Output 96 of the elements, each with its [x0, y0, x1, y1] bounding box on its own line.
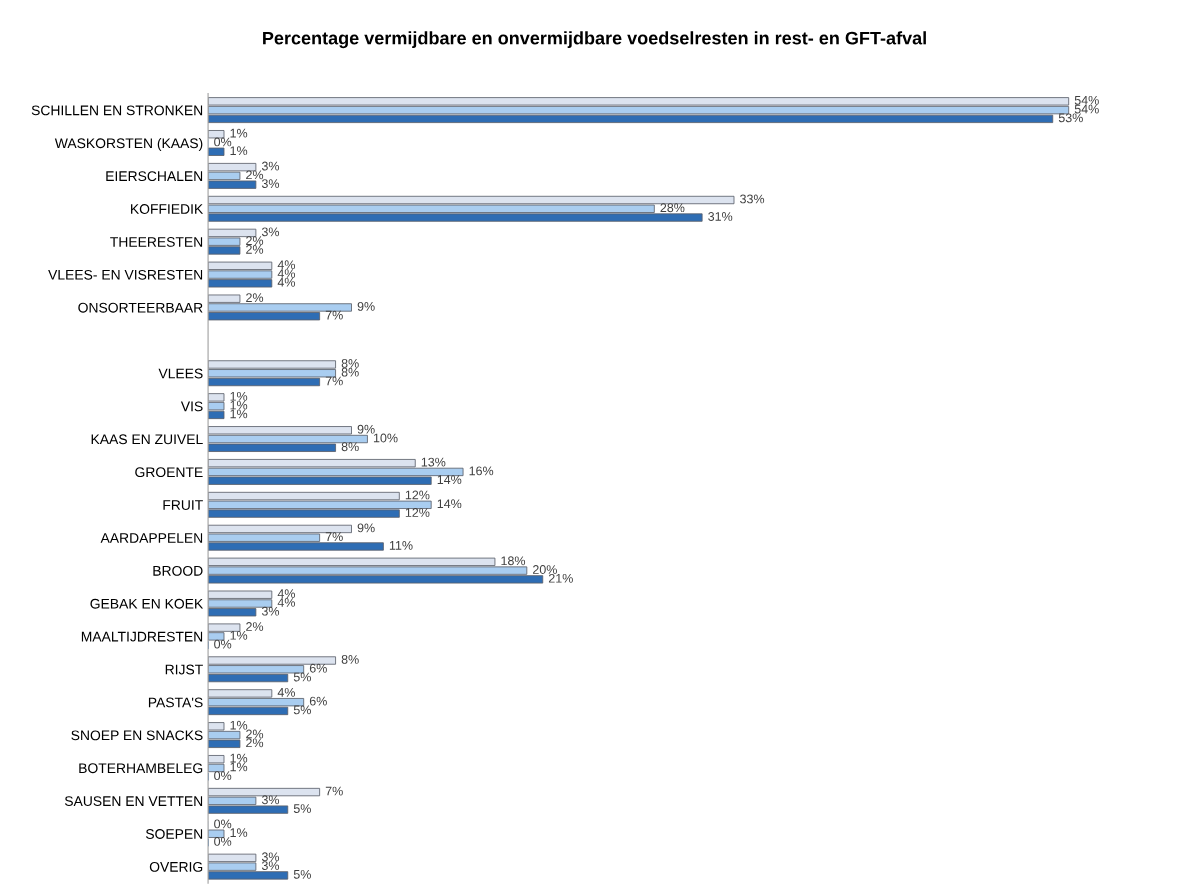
- data-label: 18%: [501, 556, 526, 566]
- y-tick-label: OVERIG: [149, 861, 203, 872]
- data-label: 16%: [469, 466, 494, 476]
- data-label: 10%: [373, 433, 398, 443]
- data-label: 1%: [230, 762, 248, 772]
- data-label: 0%: [214, 837, 232, 846]
- y-tick-label: ONSORTEERBAAR: [78, 302, 203, 313]
- data-label: 9%: [357, 523, 375, 533]
- data-label: 3%: [261, 861, 280, 870]
- y-tick-label: KAAS EN ZUIVEL: [91, 434, 203, 445]
- y-tick-label: VLEES: [158, 368, 203, 379]
- y-tick-label: EIERSCHALEN: [106, 171, 203, 182]
- data-label: 2%: [246, 293, 264, 302]
- y-tick-label: BROOD: [153, 565, 203, 576]
- data-label: 7%: [325, 310, 343, 320]
- data-label: 4%: [277, 598, 295, 607]
- data-label: 8%: [341, 367, 359, 377]
- data-label: 54%: [1074, 104, 1099, 114]
- y-tick-label: VIS: [180, 401, 203, 412]
- data-label: 8%: [341, 358, 359, 368]
- data-label: 4%: [277, 589, 295, 599]
- data-label: 5%: [293, 869, 311, 879]
- data-label: 3%: [261, 852, 280, 862]
- data-label: 0%: [214, 771, 232, 781]
- data-label: 54%: [1074, 95, 1099, 105]
- y-tick-label: AARDAPPELEN: [100, 533, 203, 543]
- data-label: 9%: [357, 424, 375, 434]
- data-label: 12%: [405, 508, 430, 517]
- data-label: 1%: [230, 409, 248, 419]
- data-label: 1%: [230, 753, 248, 763]
- bar: [208, 829, 225, 838]
- data-label: 0%: [214, 137, 232, 147]
- data-label: 4%: [277, 260, 295, 270]
- data-label: 4%: [277, 687, 295, 697]
- data-label: 9%: [357, 301, 375, 311]
- y-tick-label: THEERESTEN: [110, 237, 203, 247]
- data-label: 13%: [421, 457, 446, 467]
- data-label: 0%: [214, 639, 232, 649]
- y-tick-label: BOTERHAMBELEG: [79, 763, 203, 774]
- chart-title: Percentage vermijdbare en onvermijdbare voedselresten in rest- en GFT-afval: [263, 31, 926, 49]
- data-label: 1%: [230, 630, 248, 640]
- data-label: 5%: [293, 705, 311, 715]
- data-label: 12%: [405, 490, 430, 500]
- data-label: 1%: [230, 828, 248, 838]
- data-label: 8%: [341, 442, 359, 452]
- y-tick-label: VLEES- EN VISRESTEN: [48, 269, 203, 280]
- data-label: 31%: [708, 212, 733, 221]
- data-label: 2%: [246, 622, 264, 631]
- data-label: 3%: [261, 179, 280, 189]
- data-label: 8%: [341, 655, 359, 664]
- data-label: 1%: [230, 128, 248, 138]
- data-label: 7%: [325, 532, 343, 542]
- data-label: 11%: [389, 541, 413, 550]
- y-tick-label: KOFFIEDIK: [131, 204, 204, 214]
- y-tick-label: SOEPEN: [145, 829, 203, 839]
- data-label: 7%: [325, 376, 343, 386]
- data-label: 6%: [309, 663, 327, 673]
- data-label: 6%: [309, 696, 327, 706]
- data-label: 1%: [230, 400, 248, 410]
- bar: [208, 130, 225, 139]
- y-tick-label: RIJST: [165, 664, 203, 675]
- data-label: 3%: [261, 795, 280, 805]
- y-tick-label: WASKORSTEN (KAAS): [54, 137, 203, 151]
- y-tick-label: SAUSEN EN VETTEN: [64, 796, 203, 807]
- y-tick-label: SCHILLEN EN STRONKEN: [31, 105, 203, 116]
- data-label: 3%: [261, 227, 280, 237]
- data-label: 3%: [261, 161, 280, 171]
- data-label: 4%: [277, 269, 295, 278]
- data-label: 0%: [214, 819, 232, 829]
- bar: [208, 147, 225, 156]
- y-tick-label: FRUIT: [163, 500, 203, 510]
- data-label: 2%: [246, 729, 264, 739]
- data-label: 1%: [230, 146, 248, 156]
- data-label: 14%: [437, 475, 462, 484]
- data-label: 1%: [230, 391, 248, 401]
- data-label: 2%: [246, 738, 264, 748]
- data-label: 3%: [261, 606, 280, 616]
- y-tick-label: MAALTIJDRESTEN: [81, 631, 203, 642]
- data-label: 14%: [437, 499, 462, 509]
- data-label: 2%: [246, 170, 264, 180]
- data-label: 2%: [246, 236, 264, 245]
- data-label: 2%: [246, 244, 264, 254]
- y-tick-label: PASTA'S: [148, 697, 203, 708]
- data-label: 33%: [740, 194, 765, 204]
- y-tick-label: GROENTE: [135, 467, 203, 478]
- data-label: 7%: [325, 786, 343, 796]
- data-label: 20%: [533, 565, 557, 574]
- y-tick-label: GEBAK EN KOEK: [90, 598, 204, 609]
- data-label: 21%: [548, 573, 573, 583]
- data-label: 5%: [293, 672, 311, 682]
- data-label: 53%: [1058, 113, 1083, 123]
- y-tick-label: SNOEP EN SNACKS: [71, 730, 203, 741]
- data-label: 4%: [277, 277, 295, 287]
- data-label: 5%: [293, 804, 311, 813]
- data-label: 1%: [230, 720, 248, 730]
- data-label: 28%: [660, 203, 685, 213]
